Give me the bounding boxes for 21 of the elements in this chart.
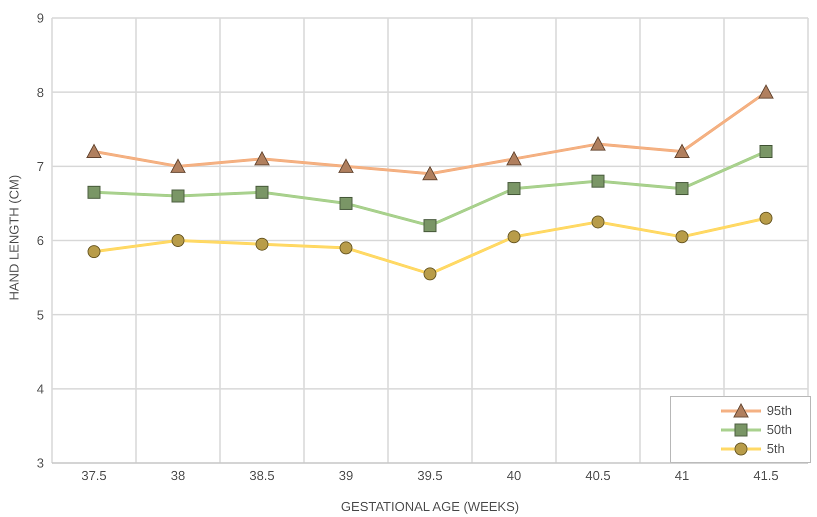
y-tick-label: 7: [36, 158, 44, 174]
x-tick-label: 40: [506, 468, 522, 484]
y-tick-label: 4: [36, 381, 44, 396]
x-tick-label: 39.5: [417, 468, 443, 484]
y-tick-label: 9: [36, 10, 44, 26]
y-axis-title: HAND LENGTH (CM): [6, 174, 22, 300]
x-tick-label: 38: [170, 468, 186, 484]
y-tick-label: 6: [36, 233, 44, 248]
y-tick-label: 5: [36, 307, 44, 322]
legend-label: 50th: [766, 422, 792, 437]
x-tick-label: 39: [338, 468, 354, 484]
legend-label: 5th: [766, 441, 785, 456]
x-axis-title: GESTATIONAL AGE (WEEKS): [340, 499, 520, 514]
x-tick-label: 41: [674, 468, 690, 484]
x-tick-label: 41.5: [753, 468, 779, 484]
x-tick-label: 38.5: [249, 468, 275, 484]
y-tick-label: 8: [36, 84, 44, 100]
y-tick-label: 3: [36, 456, 44, 471]
x-tick-label: 40.5: [585, 468, 611, 484]
legend-label: 95th: [766, 403, 792, 418]
x-tick-label: 37.5: [81, 468, 107, 484]
